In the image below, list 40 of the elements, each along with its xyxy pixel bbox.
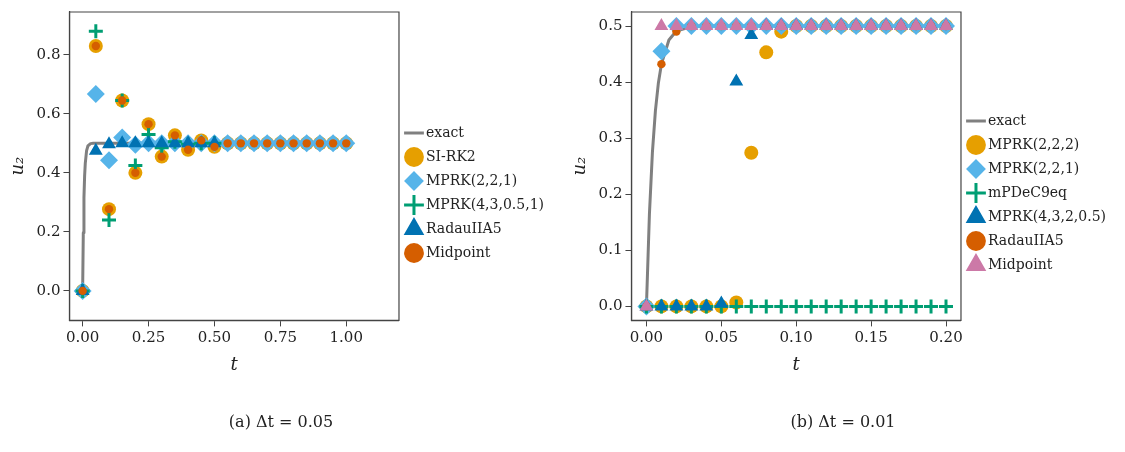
x-tick-label: 0.25: [131, 328, 166, 347]
legend-label: MPRK(4,3,2,0.5): [987, 207, 1106, 224]
y-tick-label: 0.4: [36, 162, 61, 181]
y-axis-title: u₂: [6, 156, 28, 176]
y-tick-label: 0.6: [36, 103, 61, 122]
x-tick-label: 0.05: [704, 328, 739, 347]
x-tick-label: 0.10: [779, 328, 813, 347]
legend-label: exact: [425, 123, 465, 140]
text: (b) Δt = 0.01: [789, 412, 897, 431]
legend-label: Midpoint: [425, 243, 491, 260]
legend-label: mPDeC9eq: [987, 183, 1068, 200]
x-tick-label: 0.20: [929, 328, 963, 347]
y-tick-label: 0.5: [598, 15, 623, 34]
x-tick-label: 0.00: [629, 328, 664, 347]
y-tick-label: 0.2: [598, 184, 623, 203]
y-tick-label: 0.0: [598, 296, 623, 315]
legend-label: Midpoint: [987, 255, 1053, 272]
x-axis-title: t: [792, 352, 801, 374]
y-tick-label: 0.2: [36, 221, 61, 240]
x-tick-label: 0.15: [854, 328, 888, 347]
legend-label: MPRK(4,3,0.5,1): [425, 195, 544, 212]
text: (a) Δt = 0.05: [227, 412, 335, 431]
legend-label: MPRK(2,2,1): [425, 171, 518, 188]
legend-label: SI-RK2: [425, 147, 476, 164]
x-tick-label: 0.50: [197, 328, 232, 347]
legend-label: RadauIIA5: [987, 231, 1064, 248]
y-tick-label: 0.4: [598, 71, 623, 90]
legend-label: MPRK(2,2,1): [987, 159, 1080, 176]
y-tick-label: 0.1: [598, 240, 623, 259]
legend-label: exact: [987, 111, 1027, 128]
y-tick-label: 0.3: [598, 128, 623, 147]
x-axis-title: t: [230, 352, 239, 374]
x-tick-label: 0.00: [65, 328, 100, 347]
x-tick-label: 0.75: [263, 328, 298, 347]
y-tick-label: 0.8: [36, 44, 61, 63]
legend-label: MPRK(2,2,2): [987, 135, 1080, 152]
legend-label: RadauIIA5: [425, 219, 502, 236]
y-tick-label: 0.0: [36, 280, 61, 299]
y-axis-title: u₂: [568, 156, 590, 176]
x-tick-label: 1.00: [329, 328, 363, 347]
